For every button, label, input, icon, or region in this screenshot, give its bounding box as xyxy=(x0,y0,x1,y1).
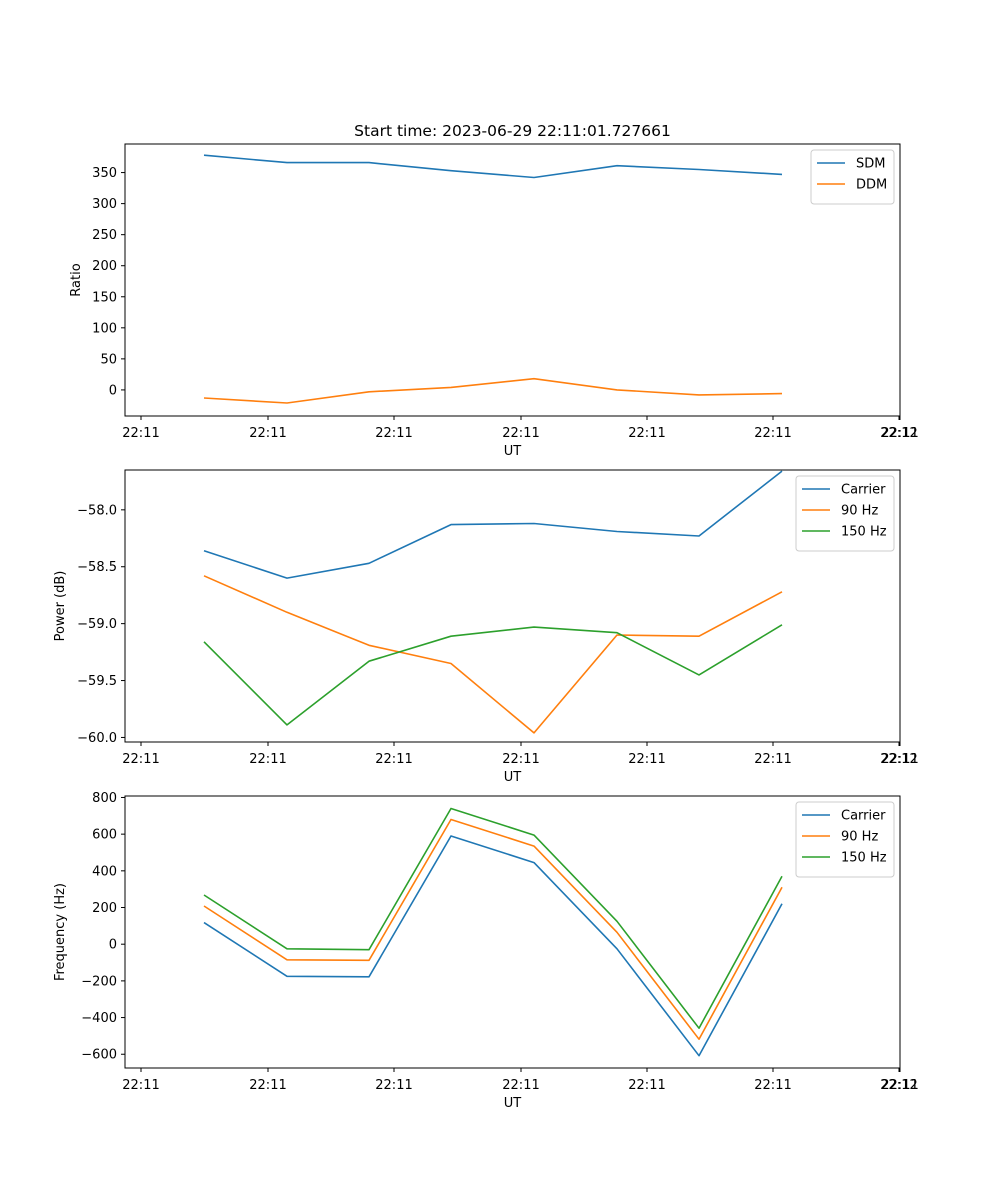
legend-label: 150 Hz xyxy=(841,525,887,540)
legend-label: SDM xyxy=(856,157,885,172)
series-line-3-1 xyxy=(203,835,783,1057)
x-tick-label: 22:11 xyxy=(881,426,918,441)
legend: Carrier 90 Hz 150 Hz xyxy=(795,801,895,878)
y-tick-label: 200 xyxy=(92,901,117,916)
legend-box xyxy=(795,475,895,552)
x-axis-label: UT xyxy=(504,770,522,785)
x-tick-label: 22:11 xyxy=(249,426,286,441)
y-tick-label: 600 xyxy=(92,828,117,843)
y-tick-label: 100 xyxy=(92,321,117,336)
x-tick-label: 22:11 xyxy=(502,1078,539,1093)
chart-panel-2: 22:11 22:11 22:11 22:11 22:11 22:11 22:1122:12… xyxy=(53,469,919,785)
series-line-2-2 xyxy=(203,575,783,734)
x-axis-label: UT xyxy=(504,1096,522,1111)
y-tick-label: 50 xyxy=(100,352,117,367)
y-axis-label: Ratio xyxy=(69,263,84,296)
legend-label: DDM xyxy=(856,178,887,193)
legend-label: Carrier xyxy=(841,483,886,498)
y-tick-label: 300 xyxy=(92,197,117,212)
chart-panel-1: 22:11 22:11 22:11 22:11 22:11 22:11 22:1122:12… xyxy=(69,122,919,459)
legend-label: Carrier xyxy=(841,809,886,824)
series-line-2-1 xyxy=(203,470,783,579)
legend-label: 150 Hz xyxy=(841,851,887,866)
x-tick-label: 22:12 xyxy=(880,752,917,767)
x-tick-label: 22:11 xyxy=(249,752,286,767)
legend-label: 90 Hz xyxy=(841,830,878,845)
x-tick-label: 22:11 xyxy=(502,752,539,767)
axes-frame xyxy=(124,469,901,743)
x-tick-label: 22:12 xyxy=(880,426,917,441)
y-tick-label: −60.0 xyxy=(77,731,117,746)
x-tick-label: 22:12 xyxy=(880,1078,917,1093)
axes-frame xyxy=(124,143,901,417)
chart-panel-3: 22:11 22:11 22:11 22:11 22:11 22:11 22:1122:12… xyxy=(53,791,919,1111)
y-tick-label: 350 xyxy=(92,166,117,181)
x-tick-label: 22:11 xyxy=(628,1078,665,1093)
y-tick-label: −400 xyxy=(81,1011,117,1026)
y-tick-label: 800 xyxy=(92,791,117,806)
x-tick-label: 22:11 xyxy=(754,752,791,767)
series-line-3-3 xyxy=(203,807,783,1029)
series-line-2-3 xyxy=(203,624,783,726)
x-tick-label: 22:11 xyxy=(754,426,791,441)
y-tick-label: −59.5 xyxy=(77,674,117,689)
x-tick-label: 22:11 xyxy=(122,426,159,441)
x-tick-label: 22:11 xyxy=(375,752,412,767)
y-tick-label: −600 xyxy=(81,1048,117,1063)
y-axis-label: Frequency (Hz) xyxy=(53,883,68,981)
chart-title: Start time: 2023-06-29 22:11:01.727661 xyxy=(354,122,671,140)
legend: Carrier 90 Hz 150 Hz xyxy=(795,475,895,552)
x-tick-label: 22:11 xyxy=(628,426,665,441)
x-tick-label: 22:11 xyxy=(754,1078,791,1093)
series-line-1-2 xyxy=(203,377,783,404)
y-tick-label: −58.5 xyxy=(77,560,117,575)
x-tick-label: 22:11 xyxy=(375,426,412,441)
x-tick-label: 22:11 xyxy=(249,1078,286,1093)
y-tick-label: 400 xyxy=(92,864,117,879)
x-tick-label: 22:11 xyxy=(375,1078,412,1093)
y-tick-label: −59.0 xyxy=(77,617,117,632)
y-tick-label: 200 xyxy=(92,259,117,274)
axes-frame xyxy=(124,795,901,1069)
series-line-3-2 xyxy=(203,818,783,1040)
x-axis-label: UT xyxy=(504,444,522,459)
x-tick-label: 22:11 xyxy=(502,426,539,441)
series-line-1-1 xyxy=(203,154,783,179)
y-tick-label: 0 xyxy=(109,383,117,398)
x-tick-label: 22:11 xyxy=(881,1078,918,1093)
y-tick-label: 150 xyxy=(92,290,117,305)
x-tick-label: 22:11 xyxy=(628,752,665,767)
x-tick-label: 22:11 xyxy=(881,752,918,767)
x-tick-label: 22:11 xyxy=(122,1078,159,1093)
y-tick-label: −58.0 xyxy=(77,503,117,518)
legend-box xyxy=(795,801,895,878)
legend-label: 90 Hz xyxy=(841,504,878,519)
x-tick-label: 22:11 xyxy=(122,752,159,767)
y-tick-label: 250 xyxy=(92,228,117,243)
legend: SDM DDM xyxy=(810,149,895,205)
y-tick-label: 0 xyxy=(109,938,117,953)
y-axis-label: Power (dB) xyxy=(53,571,68,642)
y-tick-label: −200 xyxy=(81,974,117,989)
